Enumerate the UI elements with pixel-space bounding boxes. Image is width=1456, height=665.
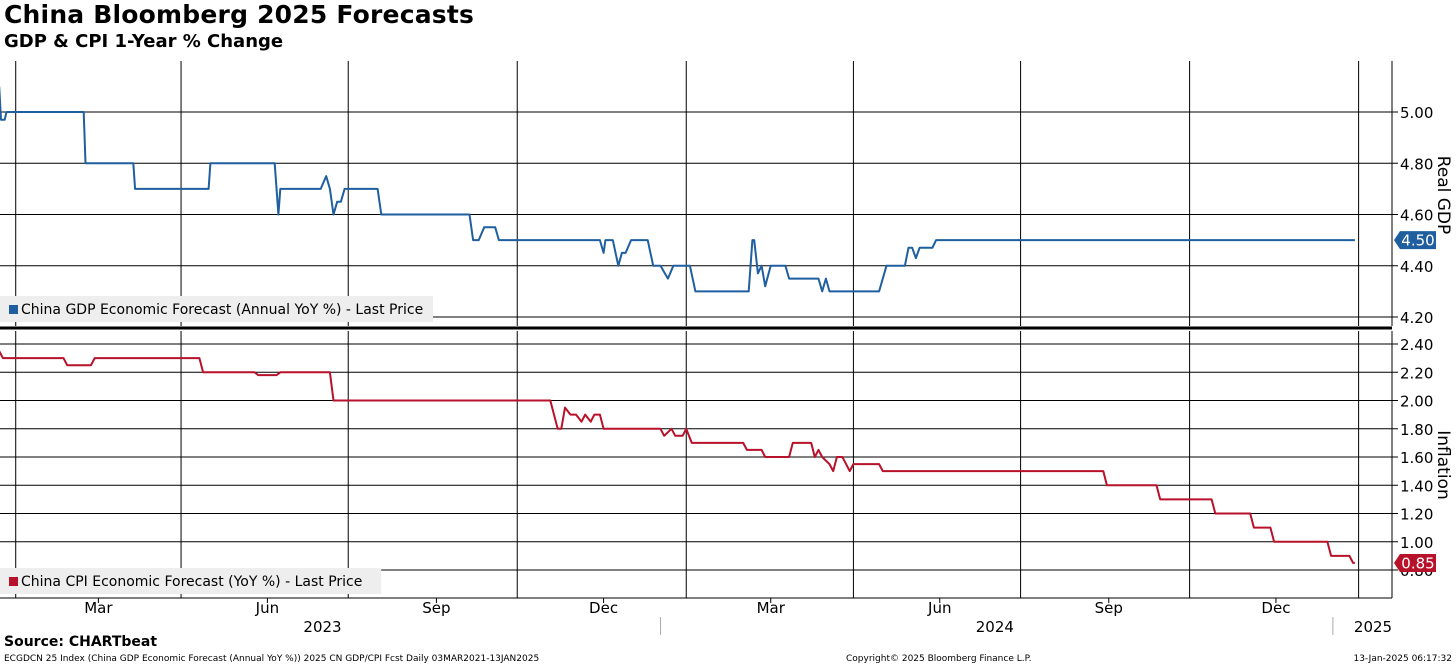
y-tick-label: 5.00 [1400,104,1433,122]
y-tick-label: 1.80 [1400,421,1433,439]
cpi-legend-box [0,568,382,594]
chart-subtitle: GDP & CPI 1-Year % Change [4,31,284,52]
footer-timestamp: 13-Jan-2025 06:17:32 [1353,654,1452,664]
y-tick-label: 2.00 [1400,393,1433,411]
gdp-legend-swatch [9,305,18,314]
gdp-last-value-badge [1394,231,1436,250]
y-tick-label: 4.80 [1400,155,1433,173]
x-tick-label: Sep [1095,599,1123,617]
x-tick-label: Dec [1261,599,1290,617]
gdp-legend-box [0,296,433,322]
footer-description: ECGDCN 25 Index (China GDP Economic Fore… [4,654,540,664]
x-axis: Mar Jun Sep Dec Mar Jun Sep Dec 2023 2024 2025 [0,326,1392,636]
gdp-last-value-label: 4.50 [1401,232,1434,250]
y-tick-label: 1.20 [1400,506,1433,524]
cpi-legend-swatch [9,577,18,586]
y-axis-label: Inflation [1433,430,1453,499]
gdp-series-line [0,86,1355,293]
gdp-legend-label: China GDP Economic Forecast (Annual YoY … [21,302,423,318]
x-tick-label: Jun [255,599,279,617]
x-tick-label: Mar [757,599,786,617]
y-tick-label: 2.40 [1400,336,1433,354]
x-tick-label: Jun [927,599,951,617]
chart-title: China Bloomberg 2025 Forecasts [4,0,475,29]
y-axis-label: Real GDP [1433,156,1453,235]
x-tick-label: Mar [84,599,113,617]
y-tick-label: 1.60 [1400,449,1433,467]
y-tick-label: 2.20 [1400,364,1433,382]
y-tick-label: 4.60 [1400,207,1433,225]
x-tick-label: Dec [589,599,618,617]
cpi-last-value-badge [1394,553,1436,572]
y-tick-label: 4.20 [1400,309,1433,327]
y-tick-label: 1.00 [1400,534,1433,552]
y-tick-label: 1.40 [1400,477,1433,495]
y-tick-label: 4.40 [1400,258,1433,276]
x-year-label: 2024 [976,618,1014,636]
x-year-label: 2025 [1354,618,1392,636]
cpi-last-value-label: 0.85 [1401,554,1434,572]
cpi-series-line [0,350,1355,564]
x-year-label: 2023 [303,618,341,636]
footer-copyright: Copyright© 2025 Bloomberg Finance L.P. [846,654,1032,664]
x-tick-label: Sep [422,599,450,617]
cpi-panel: 0.801.001.201.401.601.802.002.202.40Infl… [0,331,1453,598]
cpi-legend-label: China CPI Economic Forecast (YoY %) - La… [21,574,362,590]
source-note: Source: CHARTbeat [4,634,158,650]
